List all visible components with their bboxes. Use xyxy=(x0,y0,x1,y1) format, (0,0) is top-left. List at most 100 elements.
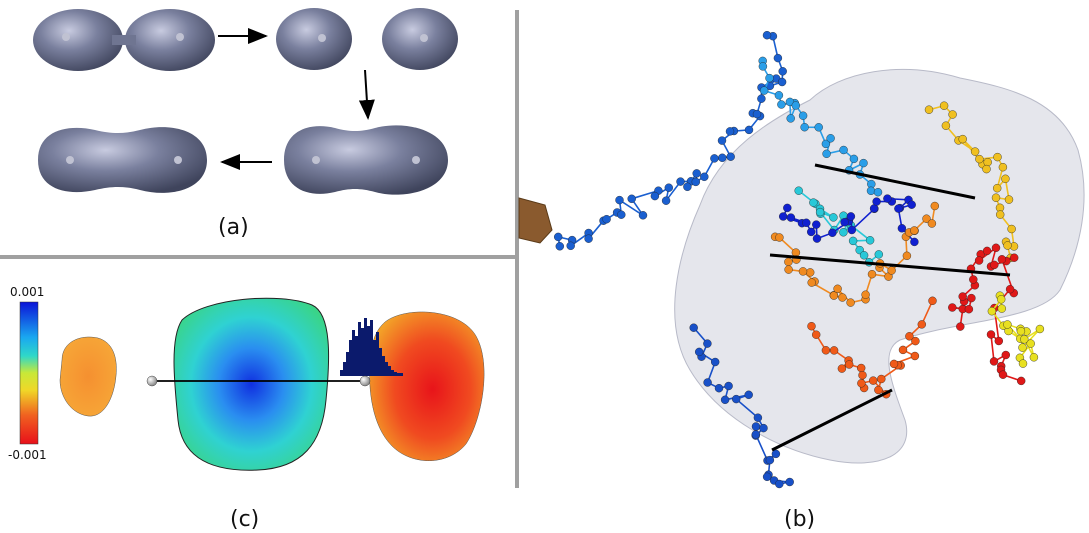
surface-separated-right xyxy=(382,8,458,70)
bead xyxy=(812,330,821,339)
bead xyxy=(1018,343,1027,352)
bead xyxy=(839,145,848,155)
bead xyxy=(751,422,761,431)
bead xyxy=(773,53,783,63)
connector-3 xyxy=(771,388,893,452)
bead xyxy=(828,228,837,238)
bead xyxy=(911,336,920,346)
bead xyxy=(874,250,883,259)
bead xyxy=(910,237,919,247)
surface-peanut-left xyxy=(38,127,207,193)
bead xyxy=(898,345,908,355)
bead xyxy=(993,152,1002,162)
bead xyxy=(661,196,671,205)
bead xyxy=(859,158,868,168)
bead xyxy=(873,187,883,197)
bead xyxy=(964,305,974,314)
bead xyxy=(714,384,724,393)
bead xyxy=(845,360,854,369)
panel-label-c: (c) xyxy=(230,507,260,532)
bead xyxy=(991,243,1001,253)
brown-fragment xyxy=(518,197,553,244)
bead xyxy=(692,169,701,178)
bead xyxy=(829,213,838,222)
bead xyxy=(991,193,1001,202)
bead xyxy=(1010,253,1019,262)
bead xyxy=(822,149,831,159)
bead xyxy=(917,320,926,329)
bead xyxy=(948,303,957,312)
bead xyxy=(866,186,876,196)
bead xyxy=(872,197,881,206)
surface-lobe-left xyxy=(33,9,123,71)
bead xyxy=(758,62,768,71)
colorbar-min-label: -0.001 xyxy=(8,448,47,462)
bead xyxy=(700,172,709,182)
bead xyxy=(791,248,801,257)
bead xyxy=(785,477,794,487)
bead xyxy=(861,290,870,299)
bead xyxy=(939,101,949,110)
bead xyxy=(993,183,1002,193)
bead xyxy=(718,153,727,163)
bead xyxy=(777,100,786,109)
bead xyxy=(676,177,685,186)
bead xyxy=(859,251,869,260)
bead xyxy=(857,379,866,388)
bead xyxy=(744,390,753,399)
bead xyxy=(857,363,866,373)
bead xyxy=(555,242,564,251)
connector-2 xyxy=(769,253,1011,277)
bead xyxy=(989,357,999,366)
bead xyxy=(865,236,875,245)
bead xyxy=(615,195,624,205)
bead xyxy=(798,267,808,276)
bead xyxy=(751,430,760,439)
bead xyxy=(725,127,735,136)
bead xyxy=(840,217,849,227)
bead xyxy=(791,101,800,110)
bead xyxy=(689,323,698,332)
bead xyxy=(786,213,796,222)
bead xyxy=(846,298,855,307)
bead xyxy=(997,255,1007,264)
bead xyxy=(774,91,784,100)
bead xyxy=(1018,359,1028,368)
surface-peanut-right xyxy=(284,125,448,195)
bead xyxy=(584,234,593,243)
surface-neck xyxy=(112,35,136,45)
red-region xyxy=(369,311,485,461)
bead xyxy=(1026,339,1035,348)
bead xyxy=(1003,320,1012,329)
bead xyxy=(720,395,730,404)
panel-label-b: (b) xyxy=(784,507,816,532)
bead xyxy=(867,270,877,279)
bead xyxy=(752,109,762,119)
bead xyxy=(994,336,1003,346)
bead xyxy=(829,291,839,300)
bead xyxy=(807,227,816,237)
bead xyxy=(869,376,878,385)
panel-b-shapes xyxy=(518,31,1085,489)
bead xyxy=(982,164,991,174)
bead xyxy=(941,121,951,130)
bead xyxy=(807,278,816,287)
bead xyxy=(883,194,892,203)
bead xyxy=(997,295,1006,304)
bead xyxy=(778,67,787,76)
bead xyxy=(783,203,792,213)
connector-1 xyxy=(814,163,976,200)
bead xyxy=(987,307,997,316)
bead xyxy=(765,455,775,465)
arrow-down xyxy=(358,69,375,120)
bead xyxy=(757,94,766,103)
bead xyxy=(602,214,611,224)
blue-region xyxy=(173,297,330,471)
line-endpoint-right xyxy=(359,375,371,387)
bead xyxy=(833,284,842,293)
bead xyxy=(1035,324,1045,334)
bead xyxy=(753,413,763,422)
bead xyxy=(956,322,965,331)
bead xyxy=(732,394,741,404)
bead xyxy=(928,296,937,305)
